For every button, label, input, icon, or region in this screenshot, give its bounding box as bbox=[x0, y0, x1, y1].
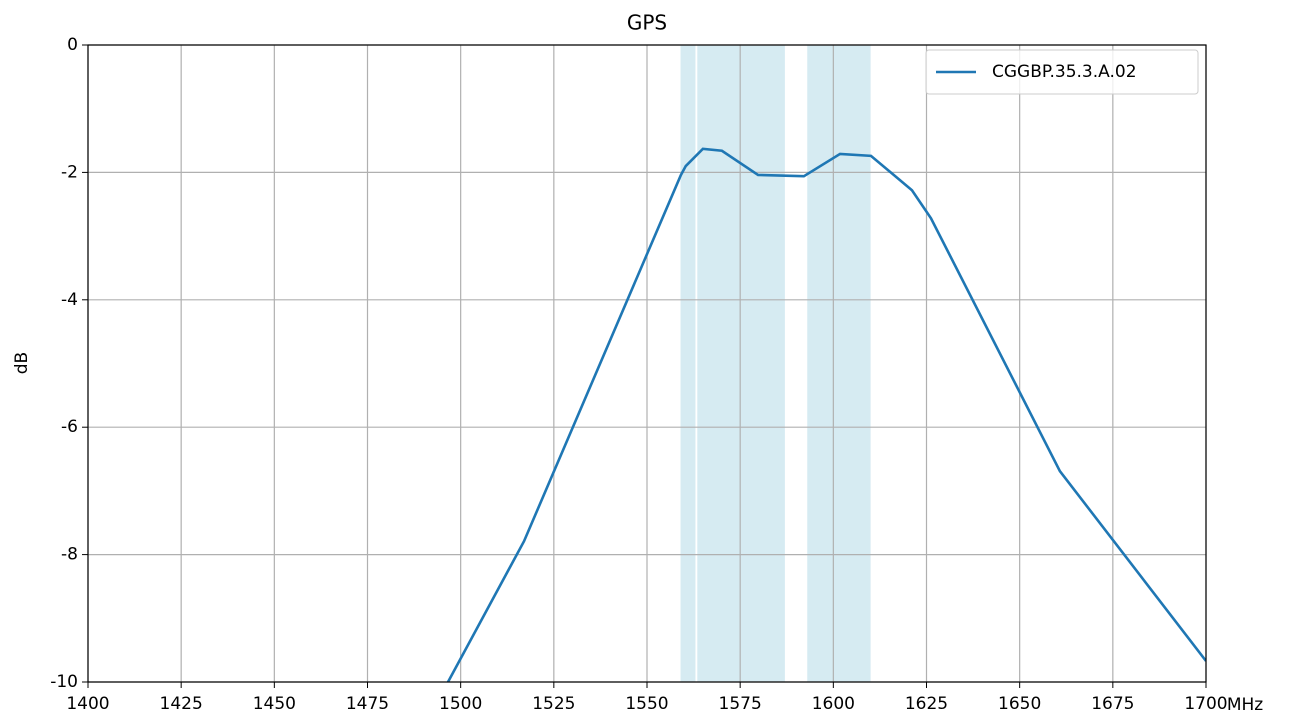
y-tick-label: -10 bbox=[50, 672, 78, 692]
x-tick-label: 1600 bbox=[812, 694, 855, 714]
x-tick-label: 1400 bbox=[66, 694, 109, 714]
x-tick-label: 1425 bbox=[160, 694, 203, 714]
legend-box bbox=[925, 49, 1199, 95]
shaded-region bbox=[807, 45, 871, 682]
y-tick-label: 0 bbox=[67, 35, 78, 55]
x-tick-label: 1650 bbox=[998, 694, 1041, 714]
x-axis-label: MHz bbox=[1227, 695, 1263, 715]
x-tick-label: 1625 bbox=[905, 694, 948, 714]
x-tick-label: 1500 bbox=[439, 694, 482, 714]
y-tick-label: -2 bbox=[61, 162, 78, 182]
x-tick-label: 1675 bbox=[1091, 694, 1134, 714]
x-tick-label: 1575 bbox=[719, 694, 762, 714]
y-tick-label: -6 bbox=[61, 417, 78, 437]
chart-title: GPS bbox=[627, 11, 667, 35]
x-tick-label: 1550 bbox=[625, 694, 668, 714]
shaded-region bbox=[697, 45, 785, 682]
x-tick-label: 1525 bbox=[532, 694, 575, 714]
shaded-region bbox=[680, 45, 696, 682]
x-tick-label: 1700 bbox=[1184, 694, 1227, 714]
plot-frame bbox=[87, 44, 1207, 683]
y-tick-label: -8 bbox=[61, 545, 78, 565]
legend-label: CGGBP.35.3.A.02 bbox=[992, 62, 1137, 82]
x-tick-label: 1475 bbox=[346, 694, 389, 714]
y-tick-label: -4 bbox=[61, 290, 78, 310]
y-axis-label: dB bbox=[12, 352, 32, 374]
line bbox=[446, 147, 1206, 682]
x-tick-label: 1450 bbox=[253, 694, 296, 714]
